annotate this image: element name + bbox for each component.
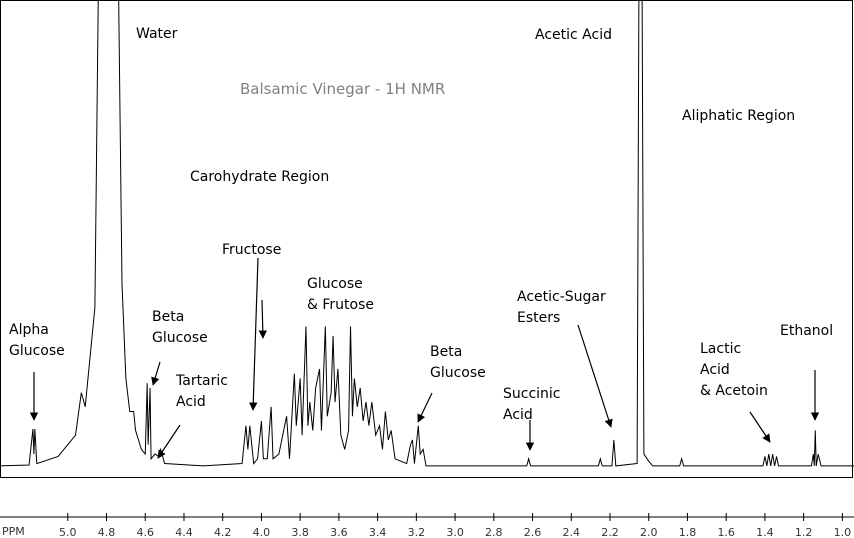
- x-tick-label: 2.6: [524, 526, 542, 538]
- x-tick-label: 3.0: [446, 526, 464, 538]
- x-tick-label: 1.0: [834, 526, 852, 538]
- x-tick-label: 3.8: [291, 526, 309, 538]
- annotation: Alpha: [9, 322, 49, 338]
- annotation: Acetic Acid: [535, 27, 612, 43]
- x-tick-label: 1.2: [795, 526, 813, 538]
- x-tick-label: 4.6: [136, 526, 154, 538]
- annotation: Tartaric: [175, 373, 228, 389]
- annotation: Fructose: [222, 242, 281, 258]
- annotation: Aliphatic Region: [682, 108, 795, 124]
- arrows: [29, 257, 820, 459]
- x-tick-label: 1.6: [717, 526, 735, 538]
- annotation: Glucose: [152, 330, 208, 346]
- x-tick-label: 3.4: [369, 526, 387, 538]
- annotation: Beta: [430, 344, 462, 360]
- annotation: Acid: [176, 394, 206, 410]
- annotation: Lactic: [700, 341, 741, 357]
- annotation: Carohydrate Region: [190, 169, 329, 185]
- annotation: Beta: [152, 309, 184, 325]
- x-tick-label: 5.0: [59, 526, 77, 538]
- annotation: Acid: [700, 362, 730, 378]
- annotation: Succinic: [503, 386, 561, 402]
- x-tick-label: 1.8: [679, 526, 697, 538]
- annotation: Ethanol: [780, 323, 833, 339]
- annotation: Esters: [517, 310, 560, 326]
- x-tick-label: 3.6: [330, 526, 348, 538]
- plot-frame: [0, 0, 853, 478]
- annotation: Glucose: [430, 365, 486, 381]
- annotation: Acetic-Sugar: [517, 289, 606, 305]
- x-tick-label: 4.8: [98, 526, 116, 538]
- x-tick-label: 1.4: [756, 526, 774, 538]
- x-tick-label: 2.2: [601, 526, 619, 538]
- annotation: & Acetoin: [700, 383, 768, 399]
- chart-title: Balsamic Vinegar - 1H NMR: [240, 80, 445, 98]
- x-tick-label: 4.4: [175, 526, 193, 538]
- x-tick-label: 3.2: [408, 526, 426, 538]
- x-tick-label: 2.8: [485, 526, 503, 538]
- annotation: Glucose: [9, 343, 65, 359]
- annotation: Water: [136, 26, 178, 42]
- x-tick-label: 4.0: [253, 526, 271, 538]
- x-axis-label: PPM: [2, 525, 25, 538]
- x-tick-label: 2.4: [563, 526, 581, 538]
- x-tick-label: 4.2: [214, 526, 232, 538]
- annotation: & Frutose: [307, 297, 374, 313]
- annotation: Acid: [503, 407, 533, 423]
- annotation: Glucose: [307, 276, 363, 292]
- spectrum-line: [0, 0, 854, 467]
- x-tick-label: 2.0: [640, 526, 658, 538]
